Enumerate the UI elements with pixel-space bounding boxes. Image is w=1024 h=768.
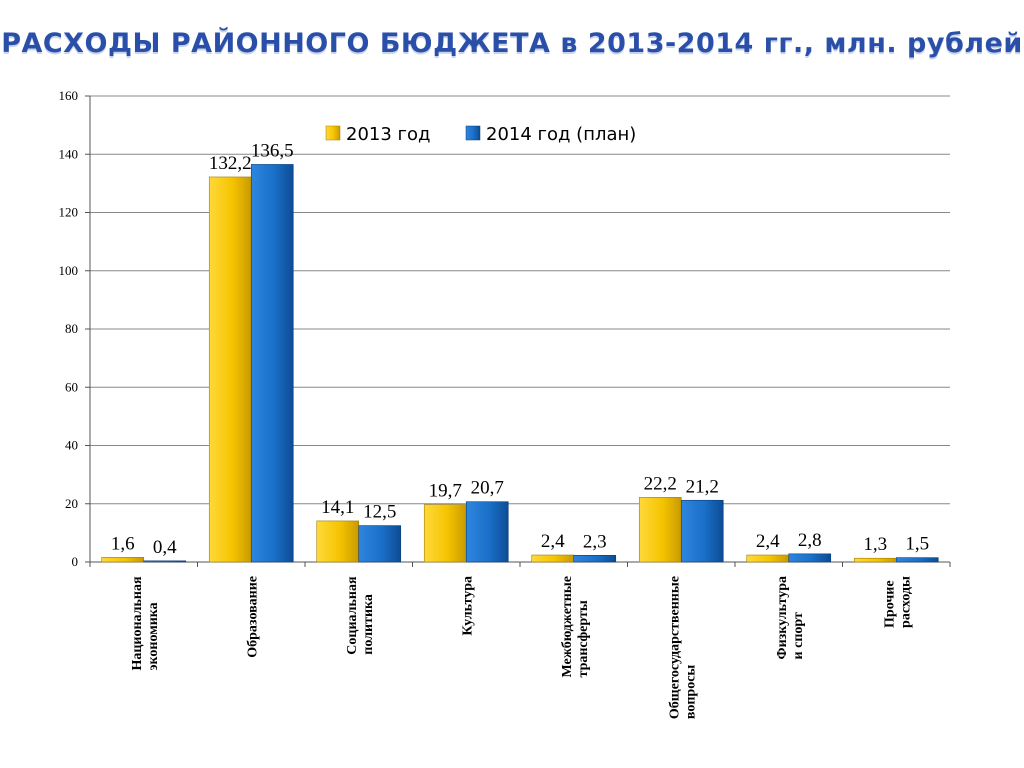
bar-2013	[531, 554, 575, 563]
data-label: 12,5	[363, 502, 396, 523]
bar-2013	[853, 557, 897, 563]
y-tick-label: 60	[65, 379, 78, 394]
category-label: Прочиерасходы	[882, 576, 913, 628]
data-label: 21,2	[686, 476, 719, 497]
bar-2014	[358, 525, 402, 563]
data-label: 136,5	[251, 140, 294, 161]
category-label: Физкультураи спорт	[775, 576, 806, 659]
bar-2013	[101, 557, 145, 563]
bar-2014	[573, 555, 617, 563]
category-label: Образование	[245, 576, 260, 658]
data-label: 2,8	[798, 530, 822, 551]
legend-swatch-2014	[465, 125, 481, 141]
chart-title: РАСХОДЫ РАЙОННОГО БЮДЖЕТА в 2013-2014 гг…	[1, 28, 1023, 59]
category-label: Культура	[460, 576, 475, 636]
data-label: 19,7	[429, 481, 462, 502]
y-tick-label: 20	[65, 496, 78, 511]
data-label: 132,2	[209, 153, 252, 174]
category-labels: Национальнаяэкономика Образование Социальн…	[130, 576, 914, 719]
bars	[101, 164, 939, 563]
data-label: 20,7	[471, 478, 504, 499]
legend: 2013 год 2014 год (план)	[325, 124, 636, 145]
data-label: 1,6	[111, 533, 135, 554]
bar-2014	[680, 499, 724, 563]
bar-2013	[746, 554, 790, 563]
category-label: Межбюджетныетрансферты	[560, 576, 591, 677]
category-label: Социальнаяполитика	[345, 576, 376, 655]
bar-2013	[316, 520, 360, 563]
bar-2014	[143, 560, 187, 563]
bar-2013	[423, 504, 467, 563]
legend-swatch-2013	[325, 125, 341, 141]
data-label: 1,3	[863, 534, 887, 555]
bar-2014	[465, 501, 509, 563]
data-label: 0,4	[153, 537, 177, 558]
data-label: 2,3	[583, 531, 607, 552]
data-label: 1,5	[905, 534, 929, 555]
bar-2014	[788, 553, 832, 563]
category-label: Общегосударственныевопросы	[667, 576, 698, 719]
legend-label-2014: 2014 год (план)	[486, 124, 636, 145]
data-label: 22,2	[644, 473, 677, 494]
data-label: 14,1	[321, 497, 354, 518]
data-label: 2,4	[541, 531, 565, 552]
y-tick-label: 100	[59, 263, 79, 278]
bar-2013	[208, 176, 252, 563]
y-tick-label: 140	[59, 146, 79, 161]
data-label: 2,4	[756, 531, 780, 552]
y-tick-label: 40	[65, 438, 78, 453]
y-tick-label: 160	[59, 88, 79, 103]
legend-label-2013: 2013 год	[346, 124, 430, 145]
bar-2013	[638, 497, 682, 563]
y-tick-label: 80	[65, 321, 78, 336]
category-label: Национальнаяэкономика	[130, 576, 161, 671]
bar-2014	[895, 557, 939, 563]
y-tick-label: 120	[59, 205, 79, 220]
bar-2014	[250, 164, 294, 563]
y-tick-label: 0	[72, 554, 79, 569]
